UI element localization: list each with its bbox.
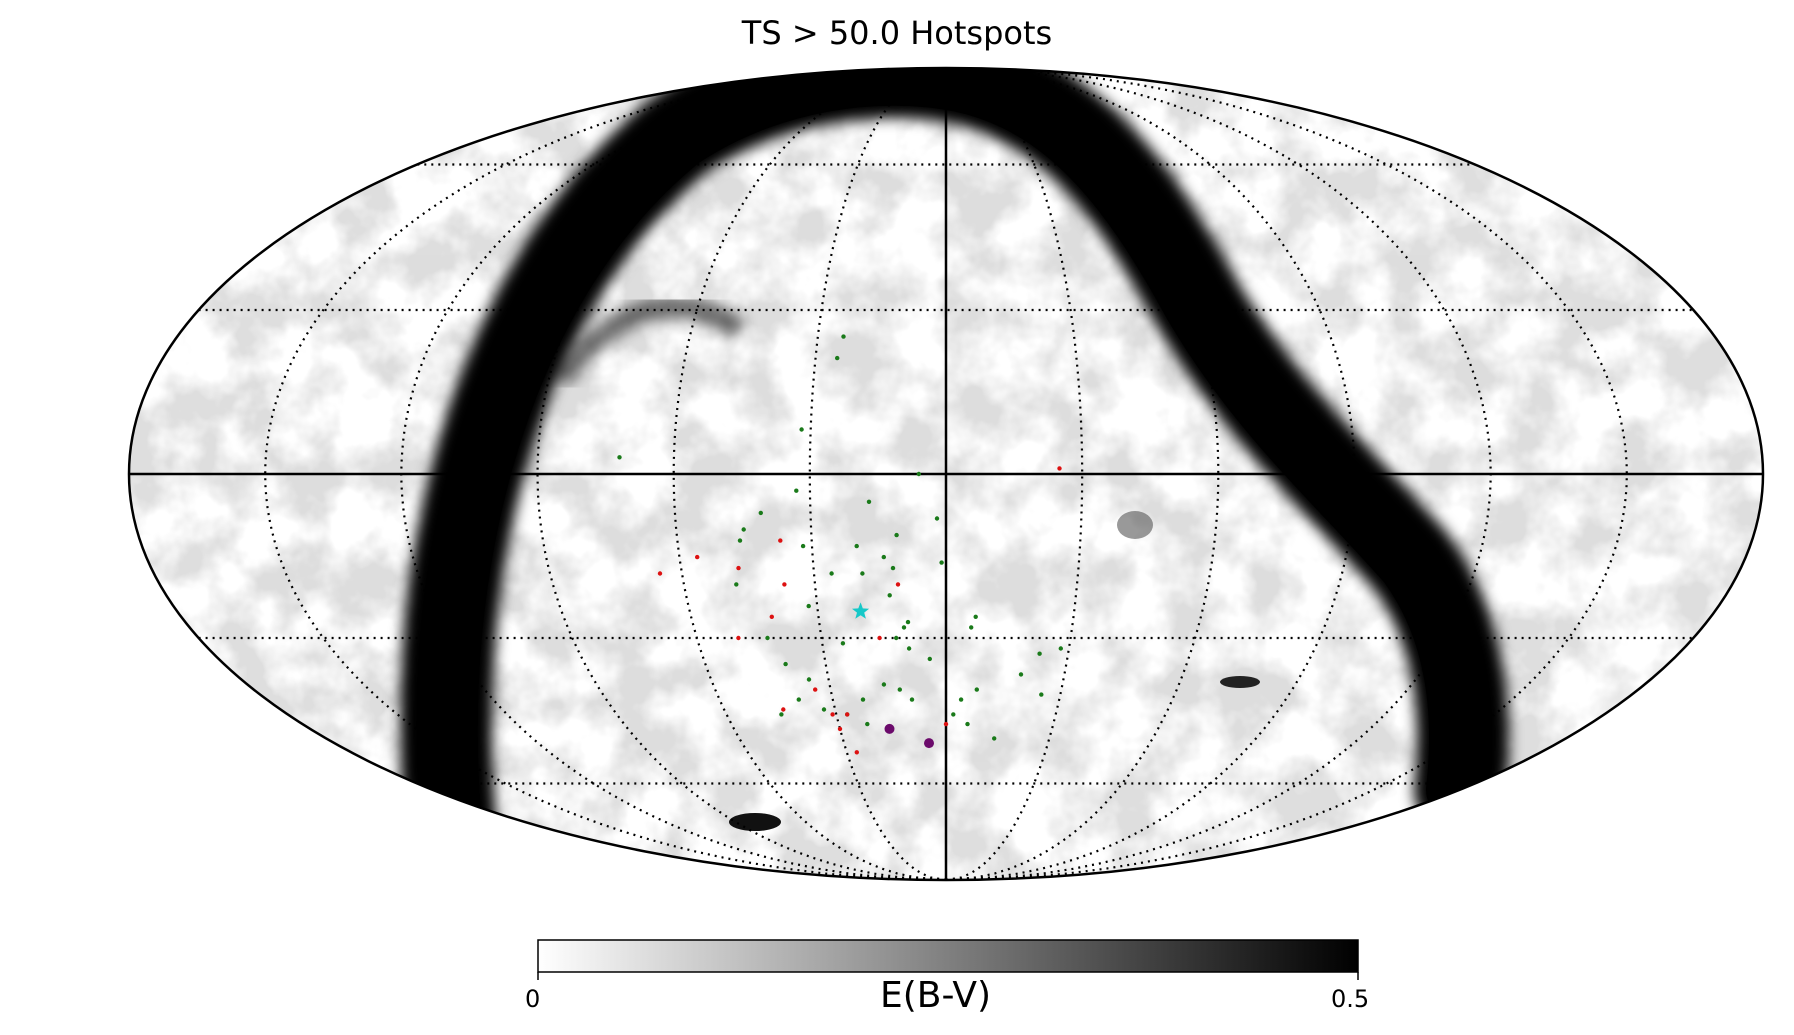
colorbar [537,939,1359,973]
meridian-line [945,68,1628,880]
green-hotspot-marker [854,543,859,549]
green-hotspot-marker [1058,646,1064,651]
green-hotspot-marker [1018,672,1024,677]
green-hotspot-marker [992,736,997,741]
graticule [129,68,1763,880]
green-hotspot-marker [887,593,892,598]
green-hotspot-marker [734,582,739,587]
red-hotspot-marker [854,750,859,755]
green-hotspot-marker [909,697,915,702]
green-hotspot-marker [1039,692,1044,697]
red-hotspot-marker [769,614,774,619]
map-outline [127,66,1765,882]
red-hotspot-marker [837,726,843,732]
red-hotspot-marker [778,538,783,543]
star-marker [852,602,870,619]
green-hotspot-marker [829,571,834,576]
red-hotspot-marker [877,635,882,641]
green-hotspot-marker [866,499,872,504]
green-hotspot-marker [905,619,911,625]
green-hotspot-marker [806,677,812,682]
green-hotspot-marker [958,697,964,702]
colorbar-label: E(B-V) [880,975,992,1016]
green-hotspot-marker [973,614,978,619]
green-hotspot-marker [840,641,846,646]
green-hotspot-marker [906,646,912,651]
green-hotspot-marker [800,543,806,549]
green-hotspot-marker [951,712,956,717]
green-hotspot-marker [894,532,899,538]
green-hotspot-marker [737,538,743,543]
meridian-line [536,68,947,880]
green-hotspot-marker [860,697,866,702]
red-hotspot-marker [736,565,741,571]
red-hotspot-marker [813,687,818,692]
green-hotspot-marker [939,560,944,565]
green-hotspot-marker [794,488,799,493]
green-hotspot-marker [835,355,840,361]
green-hotspot-marker [901,625,907,630]
red-hotspot-marker [830,712,835,717]
meridian-line [264,68,947,880]
green-hotspot-marker [934,516,940,521]
red-hotspot-marker [781,707,786,712]
green-hotspot-marker [783,661,788,667]
green-hotspot-marker [796,697,801,702]
green-hotspot-marker [965,721,970,727]
purple-hotspot-marker [884,723,895,734]
green-hotspot-marker [894,635,899,641]
green-hotspot-marker [741,527,746,532]
green-hotspot-marker [860,571,865,576]
red-hotspot-marker [943,721,949,727]
green-hotspot-marker [969,625,974,630]
red-hotspot-marker [695,554,700,560]
red-hotspot-marker [895,582,901,587]
green-hotspot-marker [881,554,886,560]
green-hotspot-marker [806,603,811,609]
chart-title: TS > 50.0 Hotspots [741,14,1053,52]
red-hotspot-marker [736,635,741,641]
green-hotspot-marker [799,427,804,432]
red-hotspot-marker [845,712,850,717]
green-hotspot-marker [974,687,979,692]
green-hotspot-marker [758,510,763,516]
colorbar-max-label: 0.5 [1331,985,1370,1013]
red-hotspot-marker [1057,466,1062,471]
green-hotspot-marker [890,565,896,571]
green-hotspot-marker [821,707,827,712]
green-hotspot-marker [881,682,887,687]
green-hotspot-marker [779,712,784,717]
green-hotspot-marker [765,635,770,641]
hotspot-markers [617,334,1064,755]
green-hotspot-marker [841,334,846,339]
purple-hotspot-marker [924,738,934,749]
colorbar-min-label: 0 [525,985,541,1013]
green-hotspot-marker [865,721,870,727]
green-hotspot-marker [927,656,932,662]
green-hotspot-marker [916,471,921,477]
red-hotspot-marker [657,571,663,576]
green-hotspot-marker [897,687,902,692]
green-hotspot-marker [1037,651,1042,656]
green-hotspot-marker [617,455,622,460]
red-hotspot-marker [782,582,787,587]
